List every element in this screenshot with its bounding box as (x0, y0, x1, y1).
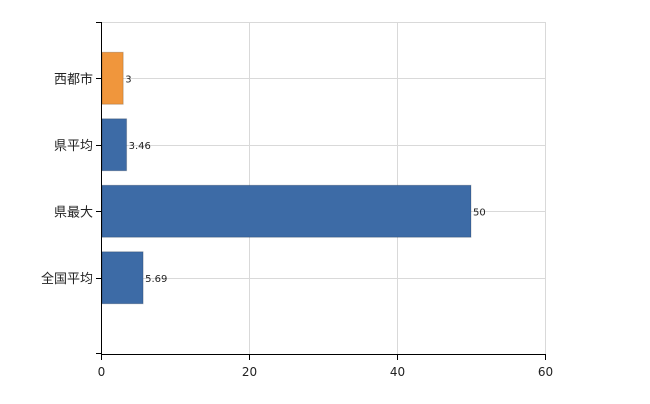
x-tick-label-20: 20 (242, 365, 257, 379)
category-label-2: 県最大 (54, 205, 93, 220)
bar-1 (101, 118, 128, 172)
bar-2 (101, 184, 472, 238)
axis-layer (96, 22, 546, 360)
data-label-3: 5.69 (145, 274, 167, 285)
category-label-3: 全国平均 (41, 271, 93, 287)
x-tick-label-60: 60 (538, 365, 553, 379)
bar-layer (101, 51, 472, 305)
bar-0 (101, 51, 124, 105)
x-tick-label-0: 0 (98, 365, 106, 379)
label-layer: 3 西都市 3.46 県平均 50 県最大 5.69 全国平均 0 20 40 60 (41, 71, 553, 379)
data-label-0: 3 (125, 74, 131, 85)
data-label-2: 50 (473, 207, 486, 218)
data-label-1: 3.46 (129, 141, 151, 152)
category-label-0: 西都市 (54, 71, 93, 87)
x-tick-label-40: 40 (390, 365, 405, 379)
category-label-1: 県平均 (54, 139, 93, 154)
bar-3 (101, 251, 144, 305)
